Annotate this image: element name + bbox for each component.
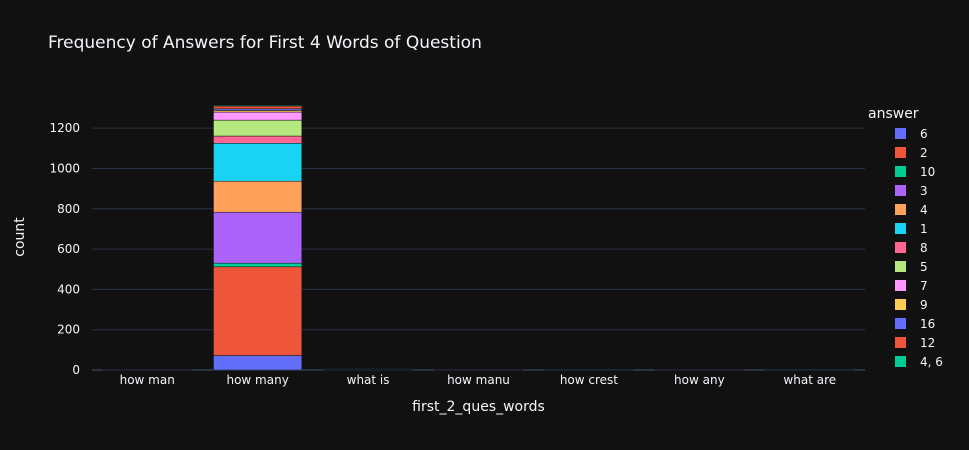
- legend-label: 16: [920, 316, 936, 331]
- bar-segment[interactable]: [654, 369, 744, 371]
- bar-segment[interactable]: [213, 266, 303, 356]
- legend-item[interactable]: 5: [868, 257, 966, 276]
- legend-item[interactable]: 3: [868, 181, 966, 200]
- bar-segment[interactable]: [213, 262, 303, 268]
- legend-label: 5: [920, 259, 928, 274]
- legend-item[interactable]: 6: [868, 124, 966, 143]
- y-tick-label: 400: [57, 282, 80, 296]
- legend-item[interactable]: 4: [868, 200, 966, 219]
- legend-swatch: [895, 337, 906, 348]
- grid-layer: [92, 127, 865, 371]
- legend-swatch: [895, 204, 906, 215]
- bar-segment[interactable]: [213, 111, 303, 121]
- bar-layer: [102, 104, 855, 371]
- bar-segment[interactable]: [213, 119, 303, 137]
- bar-segment[interactable]: [213, 135, 303, 144]
- legend-swatch: [895, 356, 906, 367]
- legend-label: 9: [920, 297, 928, 312]
- legend-swatch: [895, 299, 906, 310]
- bar-segment[interactable]: [434, 369, 523, 371]
- y-tick-label: 200: [57, 323, 80, 337]
- legend-label: 7: [920, 278, 928, 293]
- x-tick-label: how many: [226, 373, 288, 387]
- bar-segment[interactable]: [213, 211, 303, 264]
- legend-label: 8: [920, 240, 928, 255]
- legend-swatch: [895, 166, 906, 177]
- y-tick-label: 1000: [49, 161, 80, 175]
- legend-item[interactable]: 12: [868, 333, 966, 352]
- bar-segment[interactable]: [765, 369, 855, 371]
- x-tick-label: how manu: [447, 373, 510, 387]
- legend-label: 1: [920, 221, 928, 236]
- y-tick-label: 1200: [49, 121, 80, 135]
- legend-item[interactable]: 7: [868, 276, 966, 295]
- legend-item[interactable]: 1: [868, 219, 966, 238]
- bar-segment[interactable]: [102, 369, 192, 371]
- y-tick-label: 800: [57, 202, 80, 216]
- bar-segment[interactable]: [544, 369, 634, 371]
- legend-item[interactable]: 4, 6: [868, 352, 966, 371]
- legend-swatch: [895, 280, 906, 291]
- chart-title: Frequency of Answers for First 4 Words o…: [48, 33, 482, 53]
- legend-item[interactable]: 10: [868, 162, 966, 181]
- legend-swatch: [895, 185, 906, 196]
- legend: answer 6 2 10 3 4 1 8 5 7 9 16 12 4, 6: [868, 104, 966, 371]
- x-tick-label: how crest: [560, 373, 618, 387]
- legend-label: 6: [920, 126, 928, 141]
- y-tick-label: 0: [72, 363, 80, 377]
- bar-segment[interactable]: [213, 104, 303, 107]
- x-tick-label: how any: [674, 373, 725, 387]
- legend-swatch: [895, 318, 906, 329]
- legend-label: 10: [920, 164, 936, 179]
- legend-swatch: [895, 128, 906, 139]
- legend-item[interactable]: 16: [868, 314, 966, 333]
- legend-title: answer: [868, 106, 919, 122]
- legend-swatch: [895, 147, 906, 158]
- axis-layer: 0 200 400 600 800 1000 1200 how man how many what…: [12, 121, 836, 415]
- legend-swatch: [895, 242, 906, 253]
- legend-item[interactable]: 8: [868, 238, 966, 257]
- x-tick-label: how man: [120, 373, 175, 387]
- x-tick-label: what is: [347, 373, 390, 387]
- legend-item[interactable]: 2: [868, 143, 966, 162]
- legend-items: 6 2 10 3 4 1 8 5 7 9 16 12 4, 6: [868, 124, 966, 371]
- legend-label: 4, 6: [920, 354, 943, 369]
- legend-label: 4: [920, 202, 928, 217]
- legend-label: 12: [920, 335, 936, 350]
- bar-segment[interactable]: [213, 355, 303, 371]
- x-axis-title: first_2_ques_words: [412, 399, 545, 415]
- x-tick-label: what are: [783, 373, 836, 387]
- bar-segment[interactable]: [213, 143, 303, 182]
- bar-segment[interactable]: [213, 180, 303, 213]
- legend-swatch: [895, 261, 906, 272]
- y-tick-label: 600: [57, 242, 80, 256]
- legend-swatch: [895, 223, 906, 234]
- y-axis-title: count: [12, 217, 28, 257]
- bar-segment[interactable]: [323, 368, 413, 370]
- legend-item[interactable]: 9: [868, 295, 966, 314]
- legend-label: 2: [920, 145, 928, 160]
- bar-segment[interactable]: [213, 105, 303, 110]
- legend-label: 3: [920, 183, 928, 198]
